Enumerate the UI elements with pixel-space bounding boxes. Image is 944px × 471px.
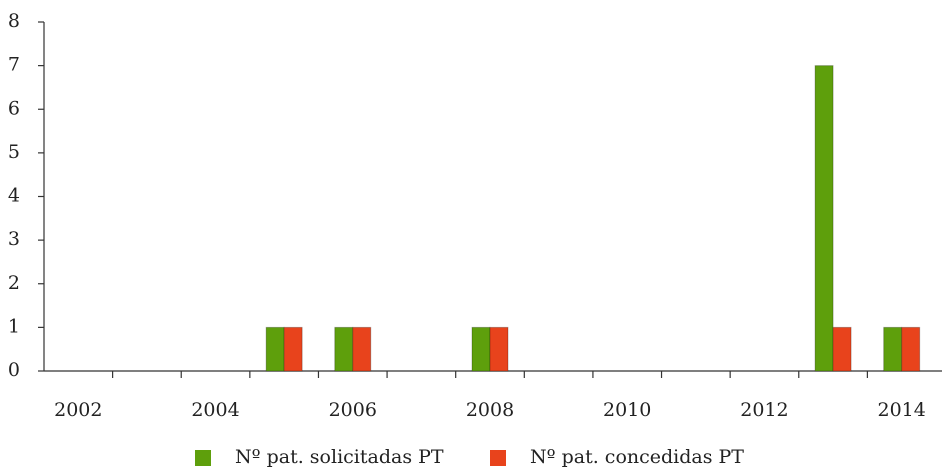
y-tick-label: 2 [8, 272, 20, 294]
x-tick-label: 2010 [603, 399, 651, 421]
y-tick-label: 3 [8, 228, 20, 250]
bar [489, 326, 509, 372]
x-tick-label: 2006 [329, 399, 377, 421]
x-tick-label: 2008 [466, 399, 514, 421]
bar [901, 326, 921, 372]
legend-swatch [490, 450, 506, 466]
bar [265, 326, 285, 372]
x-tick-label: 2004 [191, 399, 239, 421]
x-tick-label: 2014 [878, 399, 926, 421]
y-tick-label: 6 [8, 97, 20, 119]
y-tick-label: 4 [8, 185, 20, 207]
bar [334, 326, 354, 372]
legend-label: Nº pat. solicitadas PT [235, 446, 444, 468]
bar [814, 65, 834, 372]
bar [471, 326, 491, 372]
y-tick-label: 5 [8, 141, 20, 163]
x-tick-label: 2012 [740, 399, 788, 421]
bar [832, 326, 852, 372]
legend-swatch [195, 450, 211, 466]
y-tick-label: 0 [8, 359, 20, 381]
y-tick-label: 8 [8, 10, 20, 32]
bar [883, 326, 903, 372]
y-tick-label: 7 [8, 54, 20, 76]
bar [352, 326, 372, 372]
y-tick-label: 1 [8, 315, 20, 337]
bar [283, 326, 303, 372]
x-tick-label: 2002 [54, 399, 102, 421]
legend-label: Nº pat. concedidas PT [530, 446, 744, 468]
